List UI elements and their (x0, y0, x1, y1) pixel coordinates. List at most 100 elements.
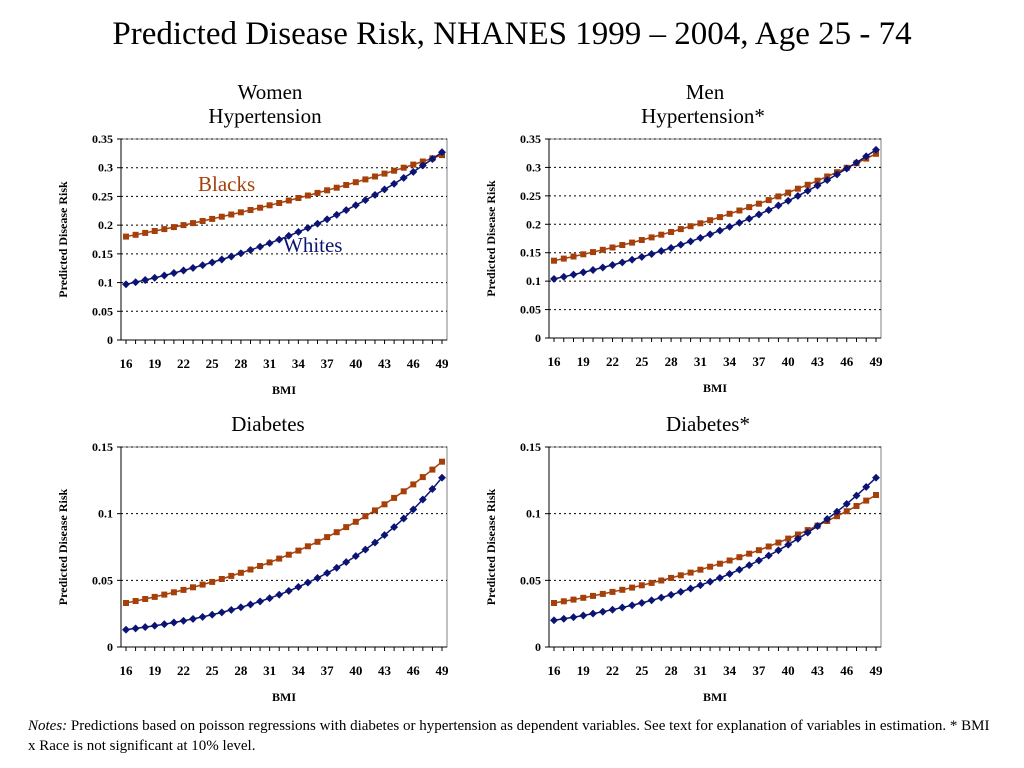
diamond-marker (696, 581, 705, 590)
x-tick-label: 34 (723, 663, 737, 678)
square-marker (746, 550, 753, 557)
square-marker (629, 239, 636, 246)
square-marker (237, 569, 244, 576)
square-marker (247, 207, 254, 213)
x-tick-label: 31 (694, 354, 707, 369)
square-marker (707, 563, 714, 570)
x-tick-label: 16 (120, 356, 134, 371)
square-marker (590, 249, 596, 256)
plot-frame (548, 138, 882, 339)
diamond-marker (628, 255, 637, 264)
y-tick-label: 0.05 (92, 304, 113, 318)
diamond-marker (141, 276, 150, 284)
women-diabetes-chart: 0 0.05 0.1 0.15 16 19 22 25 28 31 34 37 40 43 46 49 BMI P… (56, 440, 449, 704)
women-diabetes-heading: Diabetes (231, 412, 305, 436)
square-marker (247, 566, 254, 573)
diamond-marker (189, 614, 197, 623)
series-line (553, 149, 877, 280)
diamond-marker (793, 191, 802, 200)
x-tick-label: 16 (548, 663, 562, 678)
x-tick-label: 40 (782, 663, 795, 678)
square-marker (304, 192, 311, 199)
x-tick-label: 46 (840, 354, 854, 369)
square-marker (170, 589, 177, 596)
diamond-marker (793, 534, 802, 543)
y-tick-label: 0.35 (92, 132, 113, 146)
x-tick-label: 43 (378, 663, 392, 678)
diamond-marker (236, 249, 245, 258)
diamond-marker (303, 223, 312, 232)
men-heading: Men (685, 80, 725, 104)
x-tick-label: 25 (635, 663, 649, 678)
square-marker (295, 195, 302, 201)
diamond-marker (852, 491, 861, 500)
square-marker (775, 193, 782, 200)
diamond-marker (428, 155, 437, 163)
square-marker (580, 594, 587, 601)
x-tick-label: 37 (321, 663, 335, 678)
square-marker (304, 543, 311, 550)
diamond-marker (862, 152, 871, 161)
square-marker (400, 164, 407, 171)
square-marker (419, 158, 426, 165)
notes-text: Predictions based on poisson regressions… (28, 718, 990, 754)
diamond-marker (706, 230, 715, 239)
diamond-marker (246, 246, 255, 255)
men-diabetes-chart: 0 0.05 0.1 0.15 16 19 22 25 28 31 34 37 40 43 46 49 BMI P… (484, 440, 883, 704)
square-marker (638, 237, 645, 243)
square-marker (333, 529, 340, 536)
square-marker (570, 596, 577, 603)
x-tick-label: 16 (548, 354, 562, 369)
diamond-marker (774, 201, 783, 210)
square-marker (333, 184, 340, 191)
square-marker (746, 204, 753, 211)
square-marker (785, 535, 792, 542)
square-marker (237, 209, 244, 216)
square-marker (873, 492, 879, 498)
men-hypertension-chart: 0 0.05 0.1 0.15 0.2 0.25 0.3 0.35 16 19 22 25 28 31 34… (484, 132, 883, 395)
square-marker (755, 547, 762, 554)
square-marker (560, 598, 567, 605)
diamond-marker (313, 574, 322, 582)
diamond-marker (754, 556, 763, 565)
x-tick-label: 22 (177, 663, 190, 678)
diamond-marker (438, 148, 446, 157)
square-marker (372, 507, 378, 514)
diamond-marker (179, 266, 188, 275)
x-tick-label: 31 (263, 663, 276, 678)
y-tick-label: 0.1 (526, 507, 541, 521)
diamond-marker (217, 608, 226, 617)
diamond-marker (236, 603, 245, 612)
notes-label: Notes: (28, 718, 68, 734)
square-marker (381, 170, 388, 177)
square-marker (834, 513, 840, 520)
y-tick-label: 0.2 (98, 218, 113, 232)
diamond-marker (842, 164, 851, 173)
square-marker (687, 223, 694, 230)
x-tick-label: 49 (870, 663, 884, 678)
diamond-marker (637, 598, 646, 607)
square-marker (343, 182, 350, 188)
diamond-marker (390, 179, 399, 188)
square-marker (804, 181, 811, 188)
x-tick-label: 46 (407, 663, 421, 678)
y-tick-label: 0 (107, 640, 113, 654)
diamond-marker (122, 280, 130, 289)
diamond-marker (418, 495, 427, 504)
diamond-marker (198, 261, 207, 270)
x-tick-label: 31 (694, 663, 707, 678)
square-marker (285, 551, 292, 558)
square-marker (257, 204, 264, 211)
diamond-marker (342, 206, 351, 215)
square-marker (324, 534, 331, 541)
square-marker (599, 590, 606, 597)
square-marker (619, 586, 626, 593)
diamond-marker (208, 258, 217, 267)
square-marker (814, 177, 821, 184)
square-marker (276, 200, 283, 206)
x-tick-label: 40 (782, 354, 795, 369)
square-marker (638, 582, 645, 589)
square-marker (151, 228, 158, 234)
square-marker (648, 579, 655, 586)
diamond-marker (332, 210, 341, 219)
